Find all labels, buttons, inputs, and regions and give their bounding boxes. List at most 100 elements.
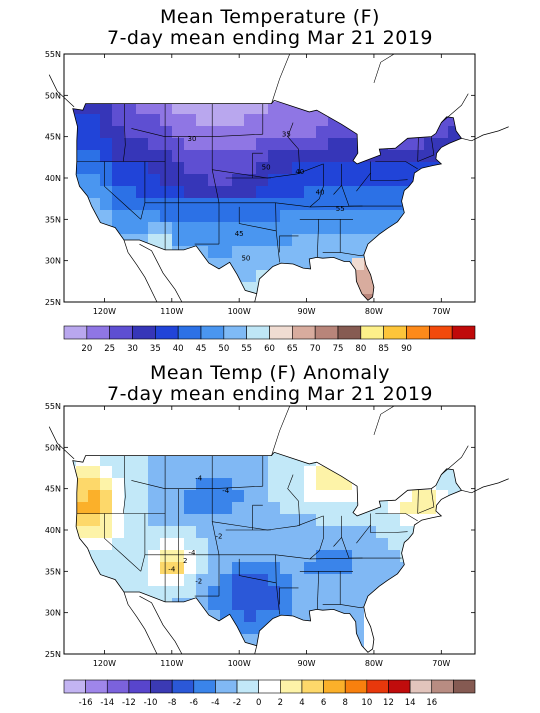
legend-swatch [85, 679, 108, 694]
us-border [72, 451, 463, 653]
legend-swatch [63, 325, 88, 340]
contour-label: 40 [316, 189, 325, 197]
legend-label: 12 [383, 698, 394, 708]
legend-swatch [132, 325, 156, 340]
contour-label: -2 [215, 532, 222, 540]
lat-tick-label: 45N [45, 133, 61, 142]
legend-label: 45 [196, 344, 207, 354]
lon-tick-label: 90W [298, 307, 316, 316]
legend-label: 25 [104, 344, 115, 354]
state-border [279, 235, 299, 253]
legend-swatch [406, 325, 430, 340]
lon-tick-label: 120W [93, 659, 116, 668]
legend-swatch [314, 325, 339, 340]
state-border [356, 172, 371, 192]
temperature-anomaly-map: -4 -4 -2 -4 -2 -4 2 55N 50N 45N 40N 35N 30N 25N 120W 11… [0, 402, 540, 709]
state-border [123, 103, 126, 162]
anomaly-legend: -16 -14 -12 -10 -8 -6 -4 -2 0 2 4 6 8 10 12 14 16 [63, 679, 476, 708]
legend-swatch [383, 325, 407, 340]
legend-label: -2 [233, 698, 241, 708]
legend-label: -6 [190, 698, 198, 708]
state-border [144, 202, 402, 208]
legend-swatch [128, 679, 151, 694]
lat-tick-label: 30N [45, 609, 61, 618]
legend-swatch [451, 325, 476, 340]
legend-label: 75 [333, 344, 344, 354]
state-border [165, 133, 263, 137]
contour-label: 50 [262, 164, 271, 172]
state-border [279, 587, 299, 605]
lon-tick-label: 120W [93, 307, 116, 316]
map2-title-line1: Mean Temp (F) Anomaly [149, 362, 391, 384]
state-border [341, 537, 363, 559]
legend-label: 0 [256, 698, 261, 708]
state-border [123, 455, 126, 514]
state-border [341, 185, 363, 207]
legend-swatch [193, 679, 216, 694]
legend-label: 80 [355, 344, 366, 354]
lon-tick-label: 80W [365, 659, 383, 668]
legend-label: -10 [144, 698, 158, 708]
contour-label: 2 [183, 557, 187, 565]
lat-tick-label: 25N [45, 650, 61, 659]
lat-tick-label: 55N [45, 50, 61, 59]
panel1-svg: 30 35 40 40 45 50 50 55 55N 50N 45N 40N 35N 30N 25N 120… [45, 50, 509, 354]
legend-label: 30 [127, 344, 138, 354]
state-border [370, 513, 408, 533]
state-border [238, 558, 280, 615]
legend-label: 4 [299, 698, 304, 708]
contour-label: -4 [168, 565, 176, 573]
legend-swatch [246, 325, 270, 340]
legend-swatch [337, 325, 362, 340]
legend-swatch [215, 679, 238, 694]
lon-tick-label: 100W [228, 307, 251, 316]
contour-label: -4 [195, 474, 203, 482]
legend-swatch [223, 325, 247, 340]
legend-label: 8 [342, 698, 347, 708]
state-border [144, 554, 402, 560]
legend-label: 60 [264, 344, 275, 354]
state-border [317, 219, 319, 258]
legend-swatch [280, 679, 303, 694]
state-border [252, 504, 263, 530]
state-border [104, 161, 142, 220]
state-border [417, 488, 419, 514]
legend-swatch [431, 679, 454, 694]
lat-tick-label: 30N [45, 257, 61, 266]
legend-swatch [177, 325, 202, 340]
state-border [275, 202, 277, 231]
lon-tick-label: 90W [298, 659, 316, 668]
lon-tick-label: 80W [365, 307, 383, 316]
legend-label: 6 [321, 698, 326, 708]
map2-title-line2: 7-day mean ending Mar 21 2019 [106, 383, 434, 405]
legend-label: 2 [278, 698, 283, 708]
legend-label: 35 [150, 344, 161, 354]
lon-tick-label: 100W [228, 659, 251, 668]
legend-swatch [453, 679, 476, 694]
state-border [375, 513, 418, 522]
state-border [287, 474, 301, 526]
lat-tick-label: 25N [45, 298, 61, 307]
legend-label: 16 [426, 698, 437, 708]
legend-label: 40 [173, 344, 184, 354]
map1-title-line2: 7-day mean ending Mar 21 2019 [106, 27, 434, 49]
legend-swatch [360, 325, 384, 340]
contour-label: 55 [336, 205, 345, 213]
panel2-field: -4-4-2-4-2-42 [72, 452, 462, 653]
state-border [356, 524, 371, 544]
legend-swatch [344, 679, 368, 694]
lon-tick-label: 110W [160, 307, 183, 316]
legend-label: 90 [401, 344, 412, 354]
state-border [212, 515, 324, 531]
legend-swatch [301, 679, 324, 694]
legend-label: 55 [241, 344, 252, 354]
legend-swatch [155, 325, 179, 340]
state-border [131, 480, 166, 489]
legend-label: -4 [211, 698, 219, 708]
legend-swatch [171, 679, 195, 694]
legend-label: 10 [361, 698, 372, 708]
legend-label: 85 [378, 344, 389, 354]
contour-label: -4 [189, 549, 197, 557]
legend-swatch [150, 679, 173, 694]
